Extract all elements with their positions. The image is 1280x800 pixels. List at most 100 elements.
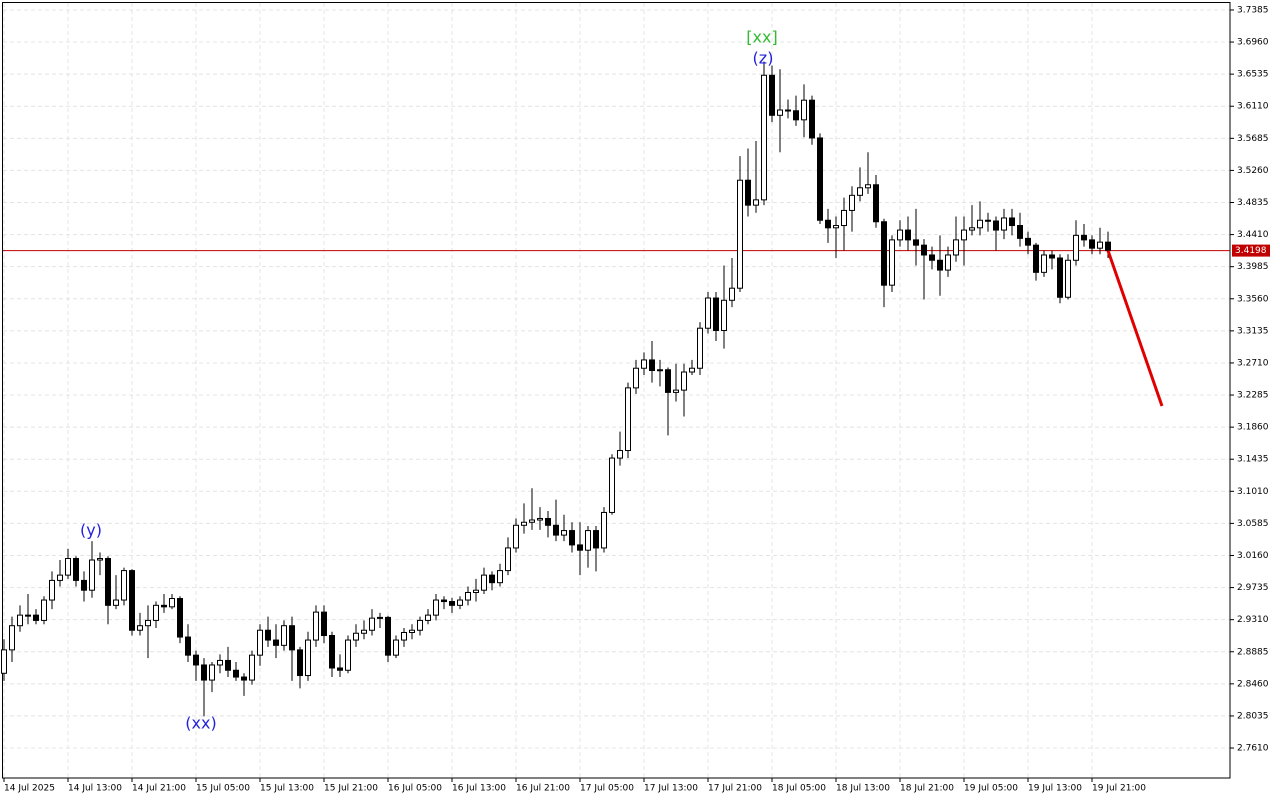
candle-body bbox=[745, 179, 751, 206]
price-label-bg bbox=[1232, 244, 1270, 257]
candle-body bbox=[537, 517, 543, 521]
candle-body bbox=[625, 387, 631, 452]
candle-body bbox=[1105, 241, 1111, 252]
candle-body bbox=[369, 617, 375, 631]
candle-body bbox=[497, 570, 503, 584]
y-tick-label: 3.2285 bbox=[1237, 391, 1269, 401]
x-tick-label: 17 Jul 13:00 bbox=[644, 784, 698, 794]
candle-body bbox=[417, 619, 423, 631]
candle-body bbox=[529, 519, 535, 523]
candle-body bbox=[377, 616, 383, 619]
candle-body bbox=[601, 511, 607, 549]
candle-body bbox=[961, 229, 967, 241]
candle-body bbox=[721, 299, 727, 331]
y-tick-label: 3.1010 bbox=[1237, 487, 1269, 497]
candle-body bbox=[401, 632, 407, 641]
candle-body bbox=[1089, 239, 1095, 249]
candle-body bbox=[977, 219, 983, 229]
candle-body bbox=[921, 244, 927, 256]
wave-label: (z) bbox=[753, 49, 774, 68]
y-tick-label: 2.8035 bbox=[1237, 711, 1269, 721]
candle-body bbox=[513, 524, 519, 549]
candle-body bbox=[113, 599, 119, 606]
y-tick-label: 3.4835 bbox=[1237, 198, 1269, 208]
candle-body bbox=[793, 110, 799, 121]
candle-body bbox=[905, 229, 911, 241]
candle-body bbox=[1097, 241, 1103, 249]
candle-body bbox=[993, 220, 999, 231]
candle-body bbox=[761, 74, 767, 201]
candle-body bbox=[289, 625, 295, 651]
candle-body bbox=[457, 599, 463, 606]
candle-body bbox=[593, 530, 599, 549]
y-tick-label: 3.6535 bbox=[1237, 70, 1269, 80]
candle-body bbox=[449, 601, 455, 606]
candle-body bbox=[1065, 259, 1071, 298]
candle-body bbox=[473, 589, 479, 593]
y-tick-label: 2.9310 bbox=[1237, 615, 1269, 625]
candle-body bbox=[561, 530, 567, 536]
candle-body bbox=[425, 614, 431, 621]
candle-body bbox=[233, 669, 239, 678]
candle-body bbox=[337, 667, 343, 671]
candle-body bbox=[137, 625, 143, 631]
candle-body bbox=[553, 524, 559, 536]
candle-body bbox=[913, 239, 919, 246]
candle-body bbox=[809, 99, 815, 139]
candle-body bbox=[1009, 217, 1015, 227]
candle-body bbox=[1081, 234, 1087, 241]
x-tick-label: 18 Jul 05:00 bbox=[772, 784, 826, 794]
candle-body bbox=[873, 184, 879, 223]
candle-body bbox=[41, 599, 47, 621]
candle-body bbox=[737, 179, 743, 289]
candle-body bbox=[681, 371, 687, 391]
candle-body bbox=[1025, 237, 1031, 246]
candle-body bbox=[1033, 244, 1039, 273]
y-tick-label: 3.5685 bbox=[1237, 134, 1269, 144]
candle-body bbox=[209, 664, 215, 681]
y-tick-label: 3.4410 bbox=[1237, 230, 1269, 240]
forecast-line bbox=[1106, 250, 1164, 407]
candle-body bbox=[817, 137, 823, 221]
candle-body bbox=[1, 649, 7, 674]
candle-body bbox=[865, 184, 871, 189]
candle-body bbox=[217, 659, 223, 666]
x-tick-label: 16 Jul 13:00 bbox=[452, 784, 506, 794]
candle-body bbox=[161, 604, 167, 608]
candle-body bbox=[953, 239, 959, 256]
y-tick-label: 3.3560 bbox=[1237, 294, 1269, 304]
candle-body bbox=[329, 635, 335, 669]
x-tick-label: 14 Jul 13:00 bbox=[68, 784, 122, 794]
y-tick-label: 3.7385 bbox=[1237, 5, 1269, 15]
candle-body bbox=[841, 209, 847, 227]
candle-body bbox=[657, 369, 663, 372]
candle-body bbox=[313, 611, 319, 641]
candle-body bbox=[281, 625, 287, 646]
candle-body bbox=[849, 194, 855, 211]
candle-body bbox=[9, 625, 15, 651]
candle-body bbox=[1017, 225, 1023, 239]
candle-body bbox=[305, 639, 311, 677]
candle-body bbox=[177, 598, 183, 638]
candle-body bbox=[633, 367, 639, 389]
candle-body bbox=[89, 559, 95, 591]
y-tick-label: 3.3135 bbox=[1237, 326, 1269, 336]
candle-body bbox=[361, 629, 367, 634]
candle-body bbox=[33, 614, 39, 621]
candle-body bbox=[1041, 254, 1047, 273]
y-tick-label: 3.0585 bbox=[1237, 519, 1269, 529]
candle-body bbox=[649, 359, 655, 372]
candle-body bbox=[769, 74, 775, 116]
y-tick-label: 3.6110 bbox=[1237, 102, 1269, 112]
wave-label: (y) bbox=[80, 521, 102, 540]
candle-body bbox=[1057, 257, 1063, 298]
x-tick-label: 19 Jul 13:00 bbox=[1028, 784, 1082, 794]
candle-body bbox=[1001, 217, 1007, 231]
candle-body bbox=[81, 579, 87, 591]
candle-body bbox=[937, 259, 943, 271]
candle-body bbox=[249, 654, 255, 681]
x-tick-label: 17 Jul 21:00 bbox=[708, 784, 762, 794]
plot-frame bbox=[2, 2, 1231, 779]
candle-body bbox=[489, 574, 495, 584]
candle-body bbox=[65, 558, 71, 576]
